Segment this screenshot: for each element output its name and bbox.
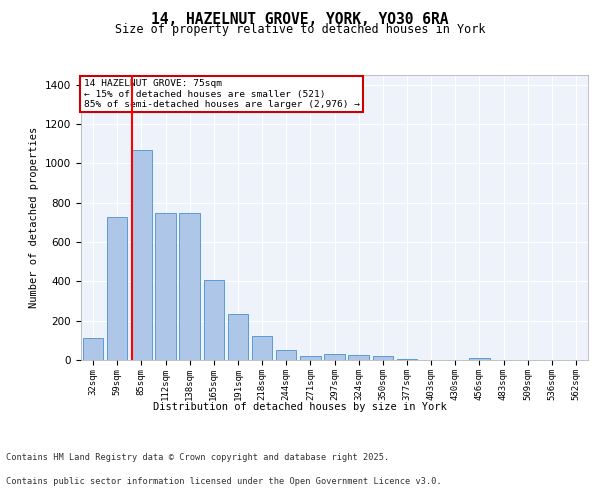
Bar [179,212,200,360]
Text: Distribution of detached houses by size in York: Distribution of detached houses by size … [153,402,447,412]
Bar [203,280,224,360]
Bar [373,356,393,360]
Bar [469,358,490,360]
Y-axis label: Number of detached properties: Number of detached properties [29,127,40,308]
Bar [107,216,127,360]
Bar [300,356,320,360]
Text: Contains public sector information licensed under the Open Government Licence v3: Contains public sector information licen… [6,477,442,486]
Bar [227,314,248,360]
Bar [397,359,417,360]
Bar [276,350,296,360]
Text: Contains HM Land Registry data © Crown copyright and database right 2025.: Contains HM Land Registry data © Crown c… [6,454,389,462]
Bar [349,355,369,360]
Bar [131,150,152,360]
Text: Size of property relative to detached houses in York: Size of property relative to detached ho… [115,22,485,36]
Bar [324,354,345,360]
Bar [252,336,272,360]
Text: 14, HAZELNUT GROVE, YORK, YO30 6RA: 14, HAZELNUT GROVE, YORK, YO30 6RA [151,12,449,28]
Text: 14 HAZELNUT GROVE: 75sqm
← 15% of detached houses are smaller (521)
85% of semi-: 14 HAZELNUT GROVE: 75sqm ← 15% of detach… [83,80,359,109]
Bar [155,212,176,360]
Bar [83,338,103,360]
